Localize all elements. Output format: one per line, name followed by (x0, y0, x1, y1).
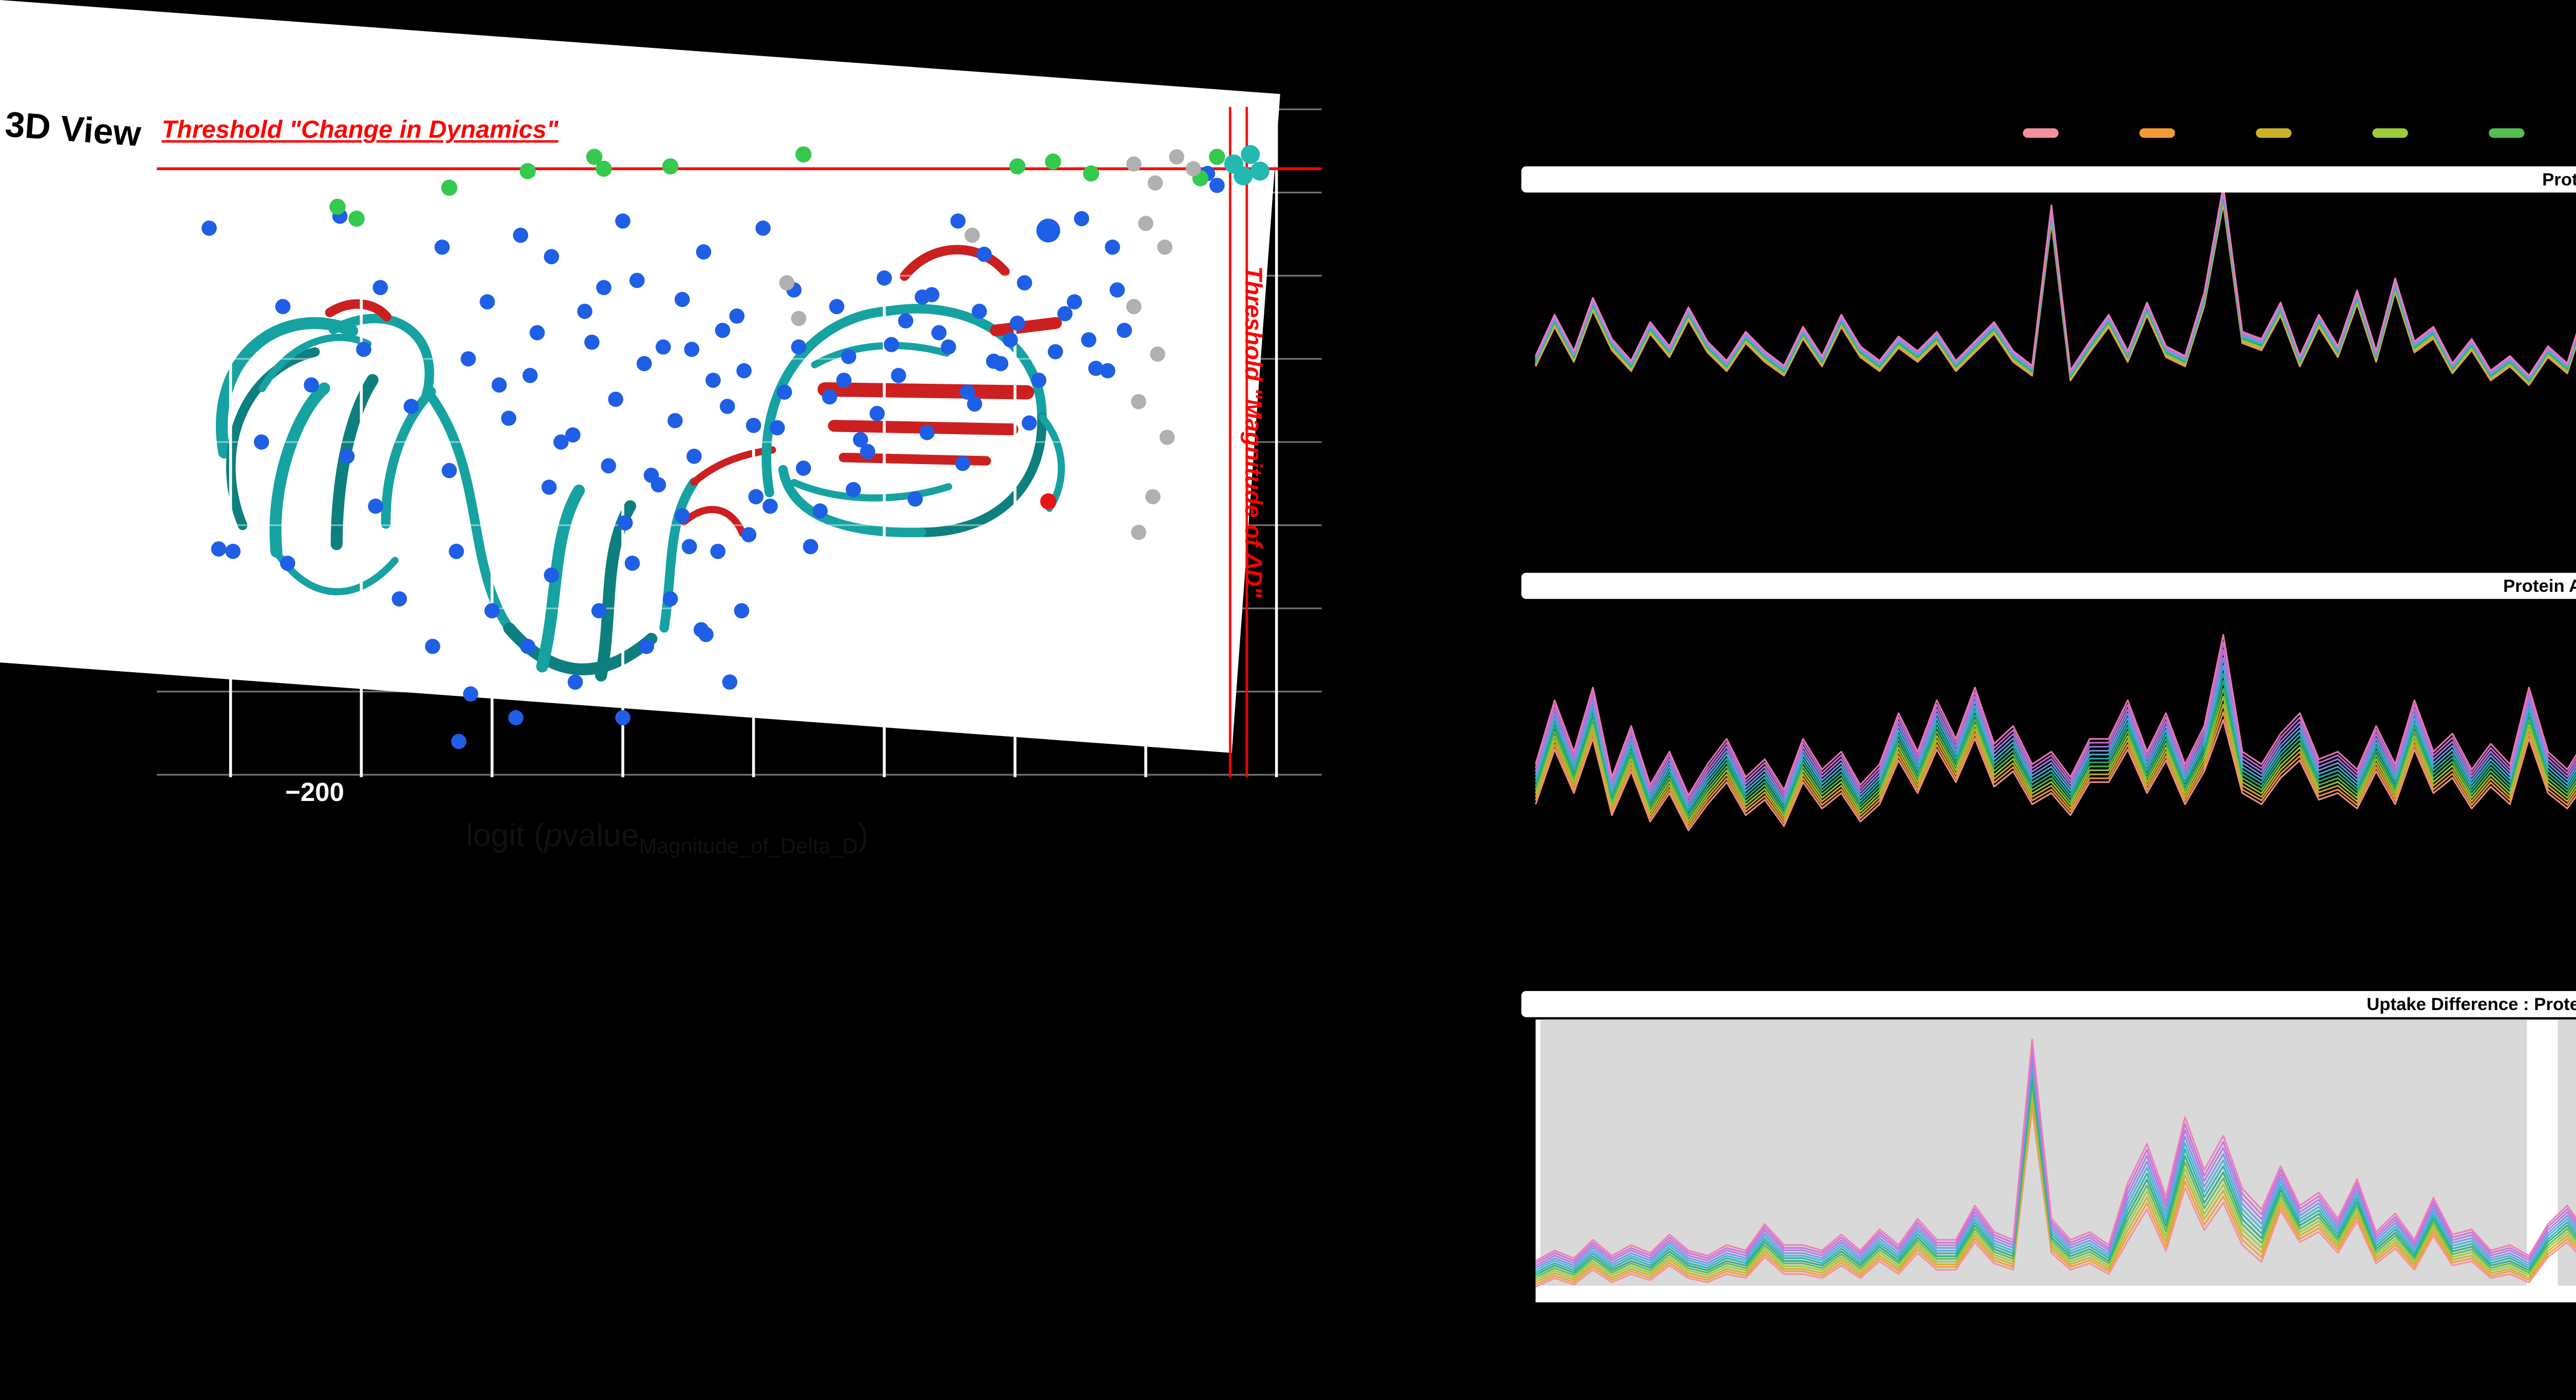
threshold-magnitude-label: Threshold "Magnitude of ΔD" (1238, 266, 1265, 598)
legend-swatch[interactable] (2139, 128, 2175, 137)
uptake-difference-plot[interactable] (1536, 1019, 2576, 1302)
x-axis-title-suffix: ) (858, 817, 869, 853)
chart-title-protein-a-ligand: Protein A + Ligand (1521, 572, 2576, 599)
legend-swatch[interactable] (2488, 128, 2524, 137)
3d-view-panel[interactable]: 3D View (0, 0, 1280, 753)
legend-swatch[interactable] (2372, 128, 2408, 137)
uptake-plot-protein-a[interactable] (1536, 202, 2576, 558)
uptake-plot-protein-a-ligand[interactable] (1536, 606, 2576, 963)
x-axis-title: logit (pvalueMagnitude_of_Delta_D) (466, 817, 868, 858)
x-axis-title-subscript: Magnitude_of_Delta_D (639, 834, 858, 858)
x-axis-tick-label: −200 (285, 779, 345, 808)
threshold-dynamics-label: Threshold "Change in Dynamics" (161, 116, 558, 145)
volcano-plot-area[interactable] (157, 107, 1322, 777)
x-axis-title-prefix: logit ( (466, 817, 545, 853)
legend-swatch[interactable] (2023, 128, 2059, 137)
x-axis-title-value: value (562, 817, 639, 853)
legend-swatch[interactable] (2256, 128, 2292, 137)
protein-3d-structure[interactable] (0, 83, 1274, 753)
chart-title-uptake-difference: Uptake Difference : Protein A - (Protein… (1521, 991, 2576, 1017)
x-axis-title-p: p (544, 817, 563, 853)
timepoint-legend (2023, 128, 2576, 137)
chart-title-protein-a: Protein A (1521, 166, 2576, 193)
